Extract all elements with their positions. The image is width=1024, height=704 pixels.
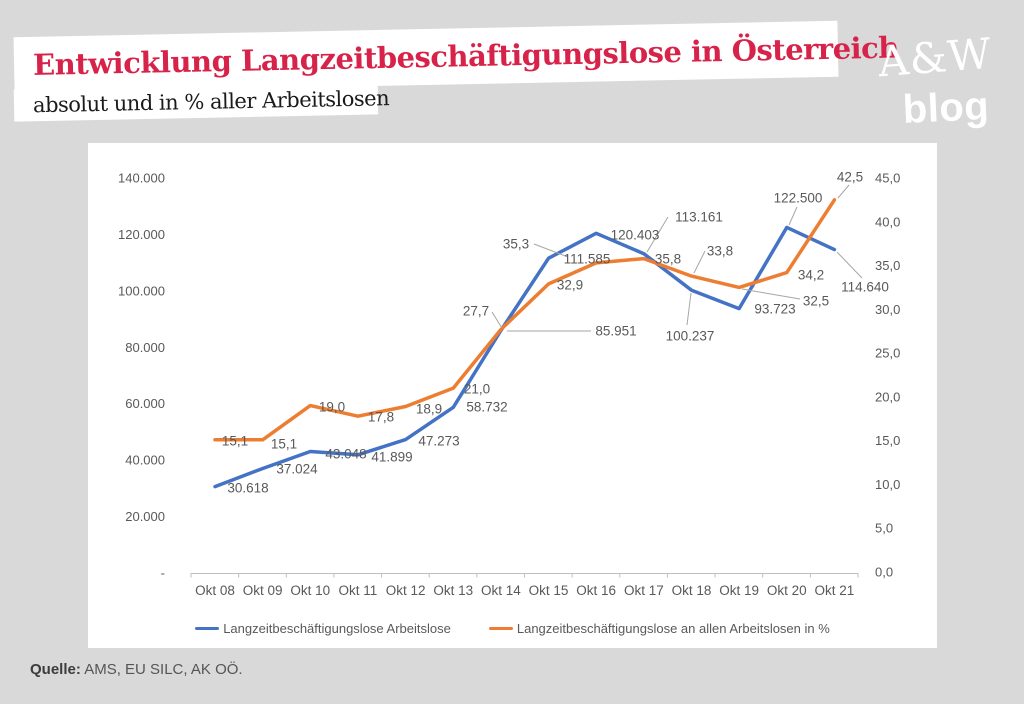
y-axis-left-label: 100.000 [118,283,165,298]
data-label: 17,8 [368,410,394,425]
y-axis-left-label: 40.000 [125,453,165,468]
data-label: 30.618 [227,481,268,496]
data-label: 18,9 [416,402,442,417]
y-axis-left-label: - [161,566,165,581]
x-axis-label: Okt 18 [672,583,712,598]
x-axis-label: Okt 19 [719,583,759,598]
label-leader-line [741,288,801,300]
label-leader-line [491,311,503,329]
x-axis-label: Okt 11 [339,583,378,598]
data-label: 100.237 [666,329,715,344]
subtitle-banner: absolut und in % aller Arbeitslosen [13,82,389,122]
data-label: 42,5 [837,170,863,185]
data-label: 35,3 [503,237,529,252]
label-leader-line [836,251,863,279]
series-line-absolute [213,225,837,489]
legend-label-absolute: Langzeitbeschäftigungslose Arbeitslose [223,621,451,636]
data-label: 114.640 [841,280,889,295]
source-label: Quelle: [30,661,81,678]
x-axis-label: Okt 21 [815,583,855,598]
y-axis-right-label: 35,0 [875,258,900,273]
data-label: 58.732 [466,400,507,415]
data-label: 35,8 [655,252,681,267]
y-axis-right-label: 20,0 [875,389,900,404]
data-label: 27,7 [463,304,489,319]
y-axis-right-label: 15,0 [875,433,900,448]
x-axis-label: Okt 20 [767,583,807,598]
data-label: 19,0 [319,400,345,415]
data-label: 120.403 [611,228,660,243]
y-axis-right-label: 5,0 [875,521,893,536]
data-label: 15,1 [271,437,297,452]
data-label: 41.899 [371,450,412,465]
label-leader-line [686,292,692,326]
source-note: Quelle: AMS, EU SILC, AK OÖ. [30,661,243,678]
y-axis-left-label: 60.000 [125,396,165,411]
data-label: 85.951 [595,324,636,339]
data-label: 47.273 [418,434,459,449]
data-label: 32,5 [803,294,829,309]
title-banner: Entwicklung Langzeitbeschäftigungslose i… [13,20,899,94]
y-axis-right-label: 30,0 [875,302,900,317]
data-label: 111.585 [564,252,611,267]
data-label: 34,2 [798,268,824,283]
blog-logo-text: blog [901,83,991,132]
label-leader-line [693,250,706,274]
y-axis-right-label: 25,0 [875,346,900,361]
x-axis-label: Okt 13 [433,583,473,598]
legend-item-percent: Langzeitbeschäftigungslose an allen Arbe… [488,621,830,636]
data-label: 21,0 [464,382,490,397]
data-label: 93.723 [754,302,795,317]
y-axis-left-label: 80.000 [125,340,165,355]
y-axis-right-label: 45,0 [875,171,900,186]
data-label: 15,1 [222,434,248,449]
legend-item-absolute: Langzeitbeschäftigungslose Arbeitslose [195,621,451,636]
x-axis-label: Okt 09 [243,583,283,598]
x-axis-label: Okt 17 [624,583,664,598]
aw-logo-bottom: blog [883,77,1009,138]
source-text: AMS, EU SILC, AK OÖ. [80,661,243,678]
data-label: 113.161 [675,210,723,225]
x-axis-label: Okt 12 [386,583,426,598]
y-axis-right-label: 10,0 [875,477,900,492]
x-axis-label: Okt 08 [195,583,235,598]
page-subtitle: absolut und in % aller Arbeitslosen [32,86,390,118]
y-axis-left-label: 140.000 [118,171,165,186]
y-axis-left-label: 120.000 [118,227,165,242]
x-axis-label: Okt 15 [529,583,569,598]
series-line-percent [213,198,837,442]
x-axis-label: Okt 14 [481,583,521,598]
data-label: 122.500 [774,191,823,206]
legend-line-blue-icon [195,626,220,631]
data-label: 43.048 [325,447,366,462]
data-label: 32,9 [557,278,583,293]
x-axis-label: Okt 16 [576,583,616,598]
label-leader-line [837,184,850,199]
page-title: Entwicklung Langzeitbeschäftigungslose i… [32,30,900,82]
chart-svg: 140.000 120.000 100.000 80.000 60.000 40.000 2… [118,170,900,599]
label-leader-line [788,206,798,226]
chart-panel: 140.000 120.000 100.000 80.000 60.000 40.000 2… [88,143,937,648]
x-axis-label: Okt 10 [290,583,330,598]
label-leader-line [646,216,669,253]
chart-legend: Langzeitbeschäftigungslose Arbeitslose L… [88,621,937,636]
y-axis-left-label: 20.000 [125,509,165,524]
label-leader-line [533,243,569,258]
aw-logo-text: A&W [876,28,994,86]
legend-label-percent: Langzeitbeschäftigungslose an allen Arbe… [516,621,830,636]
data-label: 33,8 [707,244,733,259]
legend-line-orange-icon [488,626,513,631]
data-label: 37.024 [276,462,318,477]
y-axis-right-label: 0,0 [875,565,893,580]
y-axis-right-label: 40,0 [875,214,900,229]
